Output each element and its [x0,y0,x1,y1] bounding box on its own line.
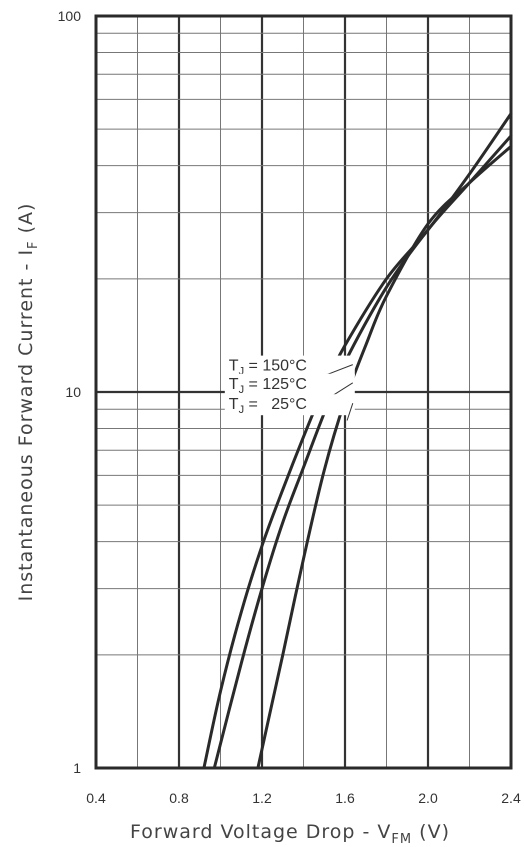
grid-lines [96,16,511,768]
annotation-leader-line [346,403,354,421]
annotation-prefix: T [229,396,239,413]
annotation-value: = 25°C [244,396,307,413]
y-tick-label: 10 [65,384,81,400]
y-axis-label-main: Instantaneous Forward Current - I [15,249,37,601]
annotation-subscript: J [239,366,245,378]
x-tick-label: 1.6 [335,790,355,806]
x-tick-label: 2.0 [418,790,438,806]
series-annotation-label: TJ = 150°C [229,358,307,378]
annotation-background [224,373,355,395]
annotation-background [224,394,355,416]
annotation-prefix: T [229,376,239,393]
y-tick-labels: 1 10 100 [58,8,82,776]
y-axis-label-unit-space [15,233,37,240]
annotation-prefix: T [229,358,239,375]
series-annotation-label: TJ = 125°C [229,376,307,396]
annotation-subscript: J [239,404,245,416]
x-axis-label-unit: (V) [419,821,450,843]
x-axis-label-unit-space [412,821,419,843]
y-axis-label-unit: (A) [15,203,37,234]
x-tick-label: 0.8 [169,790,189,806]
annotation-value: = 150°C [244,358,307,375]
x-axis-label: Forward Voltage Drop - VFM (V) [130,821,450,847]
plot-frame [94,14,513,770]
series-annotation-label: TJ = 25°C [229,396,307,416]
annotation-background [224,355,355,377]
x-tick-label: 1.2 [252,790,272,806]
annotation-value: = 125°C [244,376,307,393]
y-axis-label-sub: F [26,240,41,248]
x-tick-label: 2.4 [501,790,521,806]
y-tick-label: 1 [73,760,81,776]
x-axis-label-sub: FM [391,832,412,847]
y-tick-label: 100 [58,8,82,24]
x-tick-labels: 0.4 0.8 1.2 1.6 2.0 2.4 [86,790,521,806]
x-tick-label: 0.4 [86,790,106,806]
y-axis-label: Instantaneous Forward Current - IF (A) [15,203,41,602]
annotation-subscript: J [239,384,245,396]
series-annotations: TJ = 150°CTJ = 125°CTJ = 25°C [224,355,355,421]
x-axis-label-main: Forward Voltage Drop - V [130,821,391,843]
